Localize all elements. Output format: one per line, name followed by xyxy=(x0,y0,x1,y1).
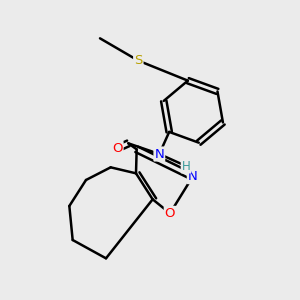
Text: O: O xyxy=(112,142,123,155)
Text: H: H xyxy=(182,160,190,172)
Text: S: S xyxy=(134,54,142,67)
Text: O: O xyxy=(165,207,175,220)
Text: N: N xyxy=(188,170,197,183)
Text: N: N xyxy=(154,148,164,160)
